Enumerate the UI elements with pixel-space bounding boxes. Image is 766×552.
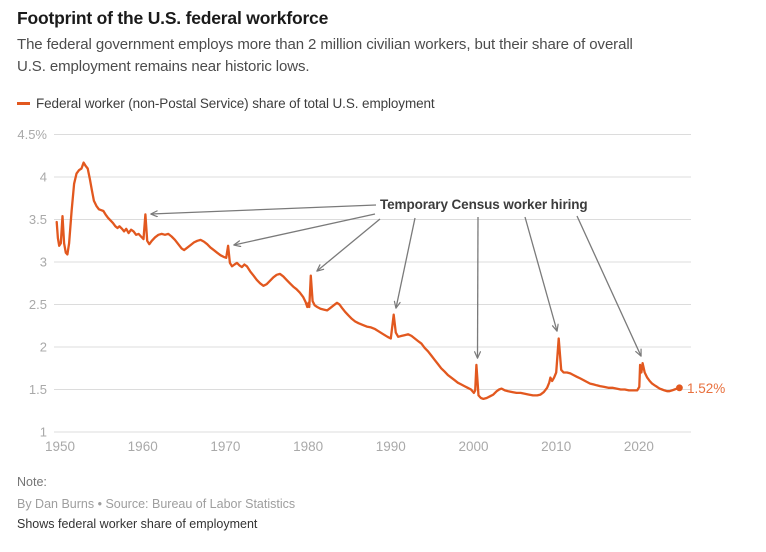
latest-value-label: 1.52% <box>687 381 726 396</box>
chart-subtitle-line-1: The federal government employs more than… <box>17 36 633 53</box>
census-arrow-2000 <box>474 216 482 359</box>
census-arrow-1960 <box>150 204 377 218</box>
y-tick-label-3: 3 <box>40 255 47 270</box>
census-annotation-label: Temporary Census worker hiring <box>380 197 588 212</box>
x-tick-label-2010: 2010 <box>541 439 571 454</box>
x-tick-label-2000: 2000 <box>458 439 488 454</box>
legend-label: Federal worker (non-Postal Service) shar… <box>36 96 435 111</box>
census-arrow-2020 <box>576 215 642 357</box>
employment-share-line <box>55 161 681 401</box>
census-arrow-1980 <box>316 218 381 272</box>
census-arrow-1970 <box>233 213 376 248</box>
x-tick-label-1990: 1990 <box>376 439 406 454</box>
chart-title: Footprint of the U.S. federal workforce <box>17 8 329 28</box>
x-tick-label-1980: 1980 <box>293 439 323 454</box>
legend: Federal worker (non-Postal Service) shar… <box>17 96 435 111</box>
y-tick-label-3.5: 3.5 <box>29 212 47 227</box>
y-tick-label-1.5: 1.5 <box>29 382 47 397</box>
y-tick-label-4.5: 4.5% <box>17 127 47 142</box>
legend-line-swatch <box>17 102 30 105</box>
census-arrow-2010 <box>524 216 559 332</box>
chart-subtitle-line-2: U.S. employment remains near historic lo… <box>17 58 310 75</box>
latest-value-dot <box>676 384 683 392</box>
y-tick-label-2: 2 <box>40 340 47 355</box>
census-arrow-1990 <box>393 217 416 309</box>
x-tick-label-2020: 2020 <box>624 439 654 454</box>
x-tick-label-1950: 1950 <box>45 439 75 454</box>
y-tick-label-2.5: 2.5 <box>29 297 47 312</box>
y-tick-label-4: 4 <box>40 170 47 185</box>
chart-caption: Shows federal worker share of employment <box>17 517 258 531</box>
x-tick-label-1960: 1960 <box>128 439 158 454</box>
y-tick-label-1: 1 <box>40 425 47 440</box>
x-tick-label-1970: 1970 <box>210 439 240 454</box>
byline-source: By Dan Burns • Source: Bureau of Labor S… <box>17 497 296 511</box>
note-label: Note: <box>17 475 47 489</box>
